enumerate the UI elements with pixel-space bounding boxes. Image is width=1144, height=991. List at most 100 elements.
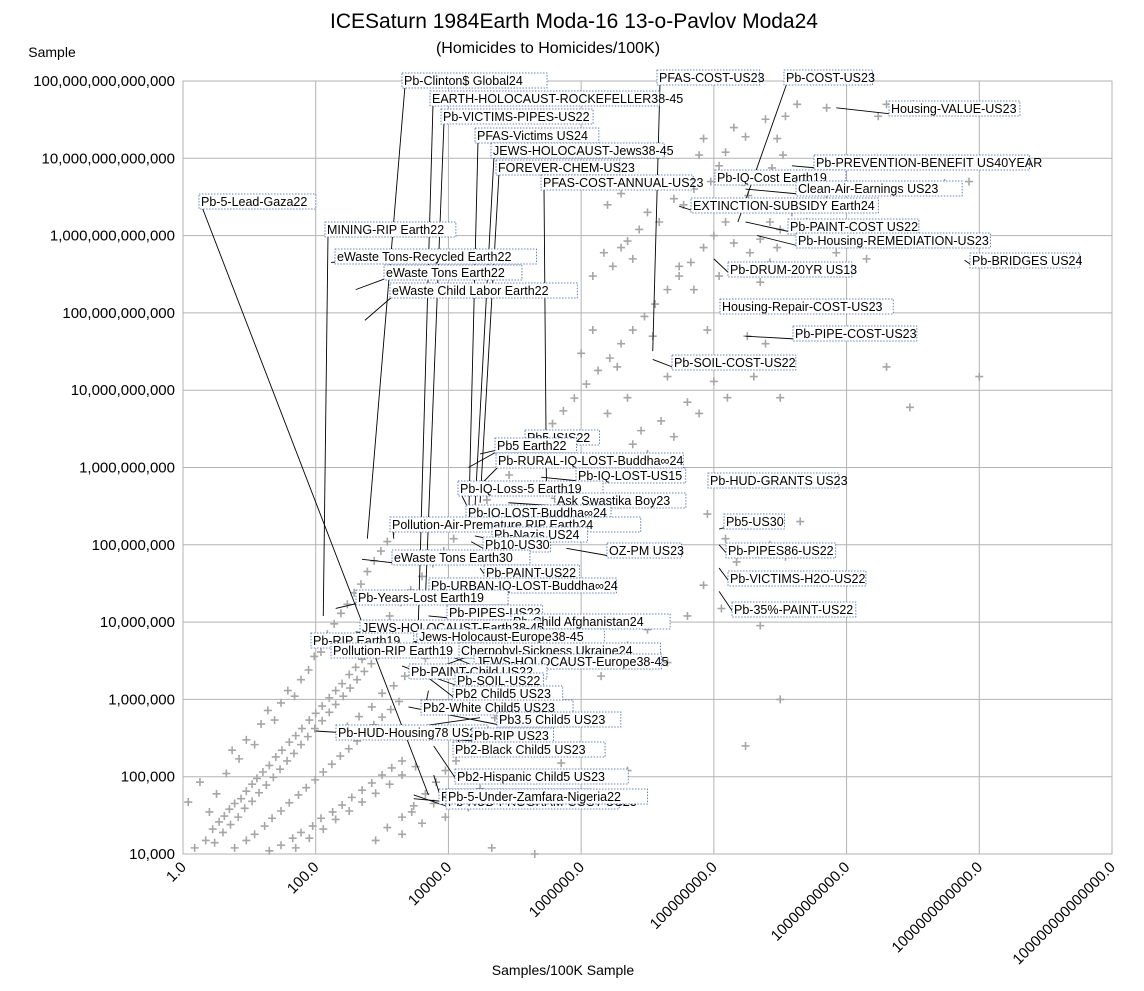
data-point <box>669 432 678 441</box>
data-point <box>363 567 372 576</box>
data-point <box>699 243 708 252</box>
data-point <box>832 248 841 257</box>
data-point <box>371 836 380 845</box>
data-point <box>741 741 750 750</box>
annotation-label: Housing-VALUE-US23 <box>891 102 1017 116</box>
data-point <box>316 814 325 823</box>
data-point <box>482 495 491 504</box>
annotation-leader <box>355 277 388 291</box>
data-point <box>761 339 770 348</box>
data-point <box>270 716 279 725</box>
annotation-label: Pb-COST-US23 <box>786 71 875 85</box>
data-point <box>271 752 280 761</box>
annotation-labels: Pb-Clinton$ Global24 EARTH-HOLOCAUST-ROCK… <box>198 69 1083 810</box>
annotation-label: Pb-HUD-GRANTS US23 <box>710 474 848 488</box>
x-tick-label: 100000000.0 <box>647 859 721 933</box>
annotation-box <box>416 628 605 645</box>
annotation-box <box>707 472 840 489</box>
annotation-box <box>792 325 918 342</box>
data-point <box>356 580 365 589</box>
data-point <box>351 663 360 672</box>
data-point <box>582 380 591 389</box>
data-point <box>703 326 712 335</box>
annotation-label: Pb-IQ-LOST-Buddha∞24 <box>468 506 607 520</box>
data-point <box>242 836 251 845</box>
data-point <box>195 778 204 787</box>
data-point <box>371 789 380 798</box>
annotation-leader <box>417 103 434 629</box>
data-point <box>338 679 347 688</box>
data-point <box>212 789 221 798</box>
annotation-label: Pb-35%-PAINT-US22 <box>734 603 853 617</box>
data-point <box>717 604 726 613</box>
data-point <box>709 377 718 386</box>
data-point <box>311 709 320 718</box>
data-point <box>635 225 644 234</box>
data-point <box>441 766 450 775</box>
data-point <box>386 705 395 714</box>
data-point <box>613 362 622 371</box>
y-tick-label: 100,000,000,000 <box>62 305 175 322</box>
data-point <box>331 686 340 695</box>
annotation-box <box>783 69 873 86</box>
annotation-leader <box>201 206 429 796</box>
annotation-label: Pb-VICTIMS-H2O-US22 <box>730 572 865 586</box>
annotation-label: EARTH-HOLOCAUST-ROCKEFELLER38-45 <box>432 92 683 106</box>
annotation-box <box>969 252 1081 269</box>
data-point <box>628 326 637 335</box>
data-point <box>706 177 715 186</box>
annotation-box <box>474 127 600 144</box>
data-point <box>905 403 914 412</box>
data-point <box>663 372 672 381</box>
annotation-leader <box>652 82 661 352</box>
annotation-label: JEWS-HOLOCAUST-Jews38-45 <box>493 144 674 158</box>
data-point <box>398 813 407 822</box>
annotation-label: Pb-Years-Lost Earth19 <box>358 591 484 605</box>
data-point <box>276 765 285 774</box>
data-point <box>732 557 741 566</box>
annotation-box <box>727 261 853 278</box>
data-point <box>277 746 286 755</box>
annotation-leader <box>566 547 611 557</box>
data-point <box>288 834 297 843</box>
data-point <box>623 393 632 402</box>
data-point <box>268 814 277 823</box>
annotation-label: PFAS-Victims US24 <box>477 129 588 143</box>
annotation-leader <box>791 165 818 169</box>
annotation-box <box>690 197 879 214</box>
x-tick-label: 10000000000.0 <box>768 859 854 945</box>
annotation-box <box>671 354 797 371</box>
data-point <box>296 675 305 684</box>
data-point <box>617 339 626 348</box>
data-point <box>588 272 597 281</box>
data-point <box>559 406 568 415</box>
data-point <box>395 697 404 706</box>
annotation-box <box>452 741 606 758</box>
data-point <box>303 732 312 741</box>
data-point <box>776 695 785 704</box>
data-point <box>603 409 612 418</box>
data-point <box>773 243 782 252</box>
annotation-leader <box>745 335 797 340</box>
data-point <box>640 312 649 321</box>
annotation-label: Pb-PIPES86-US22 <box>728 544 834 558</box>
annotation-box <box>495 159 621 176</box>
annotation-label: Pb5-US30 <box>726 515 784 529</box>
annotation-box <box>656 69 761 86</box>
annotation-box <box>727 570 867 587</box>
annotation-leader <box>479 172 500 503</box>
annotation-label: Pb10-US30 <box>485 538 550 552</box>
data-point <box>358 786 367 795</box>
x-axis-ticks: 1.0 100.0 10000.0 1000000.0 100000000.0 10000… <box>163 859 1119 968</box>
data-point <box>663 658 672 667</box>
data-point <box>411 762 420 771</box>
annotation-label: OZ-PM US23 <box>609 544 684 558</box>
y-tick-label: 10,000 <box>129 846 175 863</box>
data-point <box>781 112 790 121</box>
data-point <box>318 716 327 725</box>
data-point <box>237 794 246 803</box>
annotation-box <box>494 437 577 454</box>
annotation-leader <box>836 107 893 115</box>
y-tick-label: 1,000,000,000 <box>79 460 175 477</box>
